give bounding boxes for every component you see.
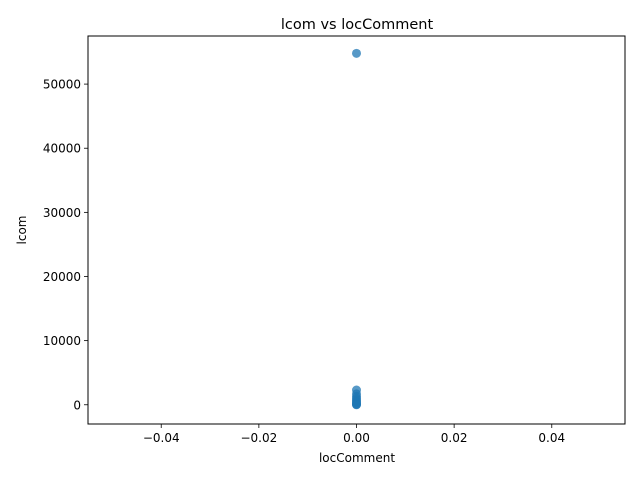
x-tick-label: 0.00 <box>343 431 370 445</box>
y-axis-label: lcom <box>15 216 29 245</box>
x-tick-label: 0.04 <box>538 431 565 445</box>
data-points <box>352 48 361 410</box>
y-tick-label: 20000 <box>43 270 81 284</box>
y-tick-label: 10000 <box>43 334 81 348</box>
x-axis: −0.04 −0.02 0.00 0.02 0.04 <box>143 424 565 445</box>
x-tick-label: 0.02 <box>441 431 468 445</box>
x-tick-label: −0.02 <box>240 431 277 445</box>
x-tick-label: −0.04 <box>143 431 180 445</box>
x-axis-label: locComment <box>319 451 395 465</box>
y-tick-label: 50000 <box>43 78 81 92</box>
axes-frame <box>87 35 626 425</box>
data-point <box>352 400 361 410</box>
data-point <box>352 48 361 58</box>
y-tick-label: 30000 <box>43 206 81 220</box>
y-tick-label: 40000 <box>43 142 81 156</box>
y-axis: 0 10000 20000 30000 40000 50000 <box>43 78 88 412</box>
chart-title: lcom vs locComment <box>281 17 434 33</box>
y-tick-label: 0 <box>73 398 81 412</box>
